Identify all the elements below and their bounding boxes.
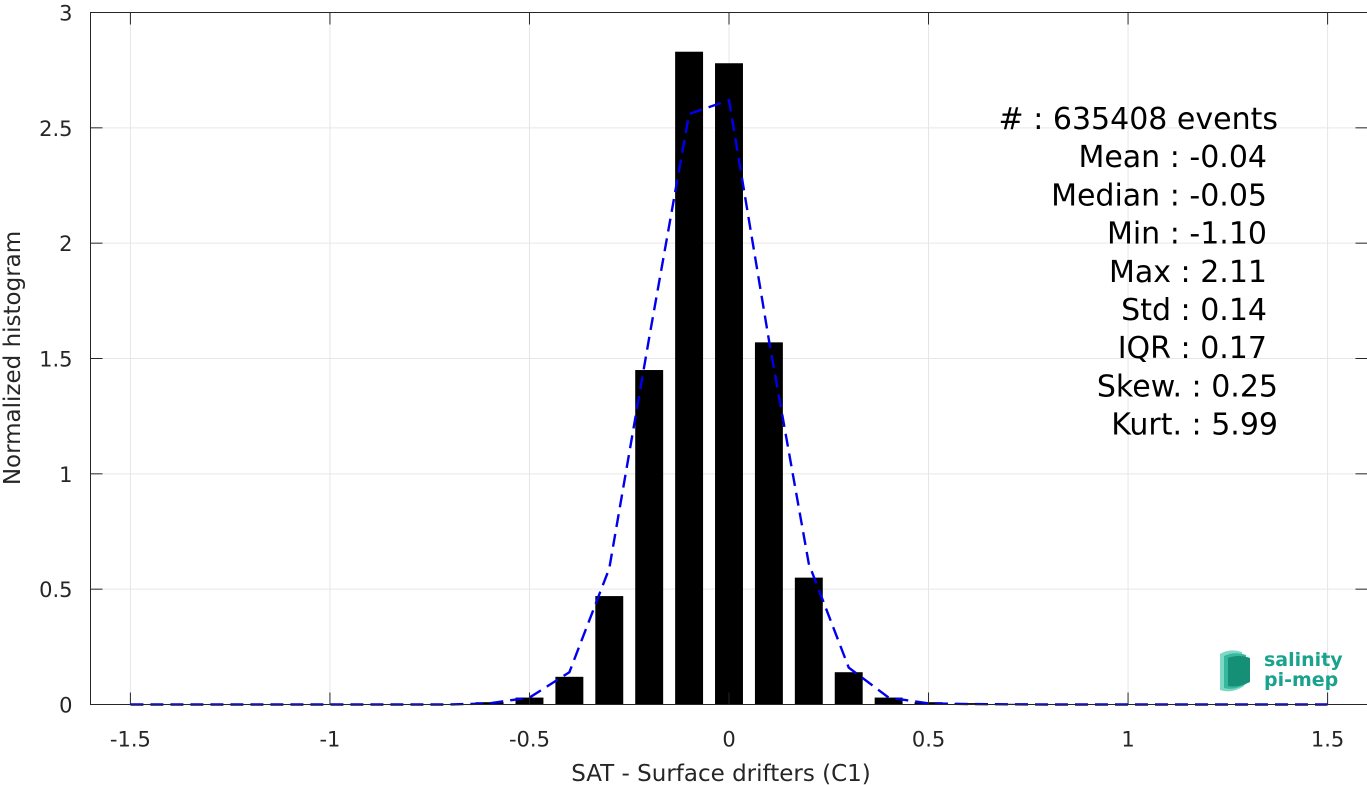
y-tick-label-5: 2.5	[39, 117, 72, 141]
y-tick-label-1: 0.5	[39, 578, 72, 602]
logo-line1: salinity	[1264, 649, 1343, 671]
stat-line-4: Max : 2.11	[1109, 255, 1267, 290]
logo-line2: pi-mep	[1264, 669, 1338, 691]
x-tick-label-4: 0.5	[912, 728, 945, 752]
bars-group	[475, 51, 1023, 705]
y-tick-label-2: 1	[59, 463, 72, 487]
stat-line-2: Median : -0.05	[1051, 178, 1267, 213]
bar-10	[874, 697, 903, 705]
stat-line-0: # : 635408 events	[999, 102, 1278, 137]
bar-6	[715, 63, 743, 705]
stat-line-5: Std : 0.14	[1121, 293, 1267, 328]
bar-0	[475, 702, 504, 705]
bar-3	[595, 596, 624, 705]
stat-line-6: IQR : 0.17	[1118, 331, 1267, 366]
bar-4	[635, 370, 664, 705]
bar-8	[794, 577, 823, 705]
y-tick-labels: 0 0.5 1 1.5 2 2.5 3	[39, 2, 72, 718]
x-tick-label-5: 1	[1121, 728, 1134, 752]
x-tick-label-2: -0.5	[509, 728, 550, 752]
y-tick-label-3: 1.5	[39, 348, 72, 372]
x-tick-label-1: -1	[319, 728, 340, 752]
axis-ticks	[90, 12, 1367, 705]
stat-line-1: Mean : -0.04	[1078, 140, 1267, 175]
x-tick-label-0: -1.5	[110, 728, 151, 752]
bar-2	[555, 676, 584, 705]
wave-icon	[1220, 650, 1250, 692]
bar-9	[834, 672, 863, 705]
stat-line-8: Kurt. : 5.99	[1111, 408, 1278, 443]
bar-5	[675, 51, 704, 705]
bar-7	[754, 342, 783, 705]
y-tick-label-4: 2	[59, 232, 72, 256]
x-axis-label: SAT - Surface drifters (C1)	[571, 761, 871, 785]
x-tick-labels: -1.5 -1 -0.5 0 0.5 1 1.5	[110, 728, 1344, 752]
y-tick-label-6: 3	[59, 2, 72, 26]
y-tick-label-0: 0	[59, 694, 72, 718]
x-tick-label-6: 1.5	[1311, 728, 1344, 752]
salinity-pi-mep-logo: salinity pi-mep	[1220, 649, 1343, 692]
bar-12	[954, 703, 983, 705]
stat-line-3: Min : -1.10	[1107, 217, 1267, 252]
x-tick-label-3: 0	[722, 728, 735, 752]
y-axis-label: Normalized histogram	[0, 231, 26, 485]
stat-line-7: Skew. : 0.25	[1097, 369, 1278, 404]
